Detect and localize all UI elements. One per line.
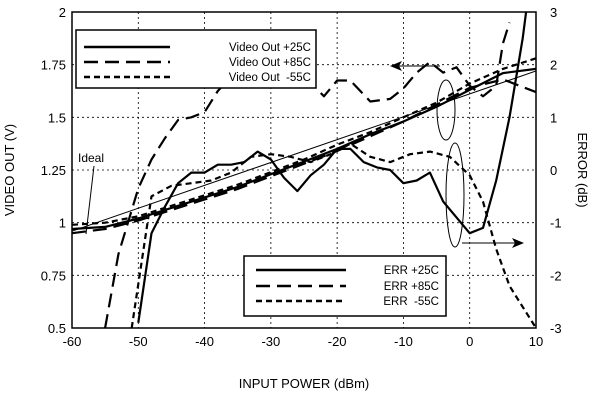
- series-line-err-85c: [104, 22, 511, 328]
- legend-error: ERR +25C ERR +85C ERR -55C: [243, 255, 447, 317]
- y-tick-label: 1: [59, 216, 66, 231]
- x-tick-label: -10: [394, 334, 413, 349]
- x-tick-label: 10: [529, 334, 543, 349]
- series-line-err-25c: [137, 12, 528, 323]
- y-tick-label: 0.5: [48, 321, 66, 336]
- y-tick-label: 1.25: [41, 163, 66, 178]
- y-tick-label: 1.5: [48, 110, 66, 125]
- x-tick-label: -20: [328, 334, 347, 349]
- y2-axis-title: ERROR (dB): [575, 132, 590, 207]
- x-axis-title: INPUT POWER (dBm): [239, 376, 370, 391]
- legend-video-label-25: Video Out +25C: [229, 42, 311, 54]
- y2-tick-label: 3: [550, 5, 557, 20]
- x-tick-label: -60: [63, 334, 82, 349]
- tick-layer: -60 -50 -40 -30 -20 -10 0 100.50.7511.251.51.75…: [41, 5, 562, 349]
- y2-tick-label: 1: [550, 110, 557, 125]
- x-tick-label: -50: [129, 334, 148, 349]
- legend-video-box: [75, 29, 317, 89]
- series-line-video-out-25c: [72, 67, 536, 231]
- y-axis-title: VIDEO OUT (V): [2, 124, 17, 216]
- legend-error-label-85: ERR +85C: [384, 281, 439, 293]
- legend-error-label-m55: ERR -55C: [383, 296, 439, 308]
- ideal-label: Ideal: [78, 151, 104, 165]
- series-line-video-out-55c: [72, 57, 536, 226]
- x-tick-label: -40: [195, 334, 214, 349]
- error-curves-ellipse: [445, 142, 465, 248]
- legend-video-label-m55: Video Out -55C: [229, 72, 311, 84]
- legend-video-label-85: Video Out +85C: [229, 57, 311, 69]
- series-line-ideal: [72, 70, 536, 232]
- series-layer: [72, 12, 536, 328]
- y-tick-label: 1.75: [41, 58, 66, 73]
- x-tick-label: 0: [466, 334, 473, 349]
- y2-tick-label: 2: [550, 58, 557, 73]
- ideal-leader-line: [85, 165, 95, 235]
- y2-tick-label: -3: [550, 321, 562, 336]
- x-tick-label: -30: [261, 334, 280, 349]
- y2-tick-label: 0: [550, 163, 557, 178]
- y-tick-label: 2: [59, 5, 66, 20]
- legend-error-label-25: ERR +25C: [384, 265, 439, 277]
- y-tick-label: 0.75: [41, 268, 66, 283]
- plot-frame: [71, 11, 537, 329]
- legend-video: Video Out +25C Video Out +85C Video Out …: [75, 29, 317, 89]
- video-curves-ellipse: [436, 79, 456, 141]
- y2-tick-label: -1: [550, 216, 562, 231]
- series-line-video-out-85c: [72, 78, 536, 235]
- y2-tick-label: -2: [550, 268, 562, 283]
